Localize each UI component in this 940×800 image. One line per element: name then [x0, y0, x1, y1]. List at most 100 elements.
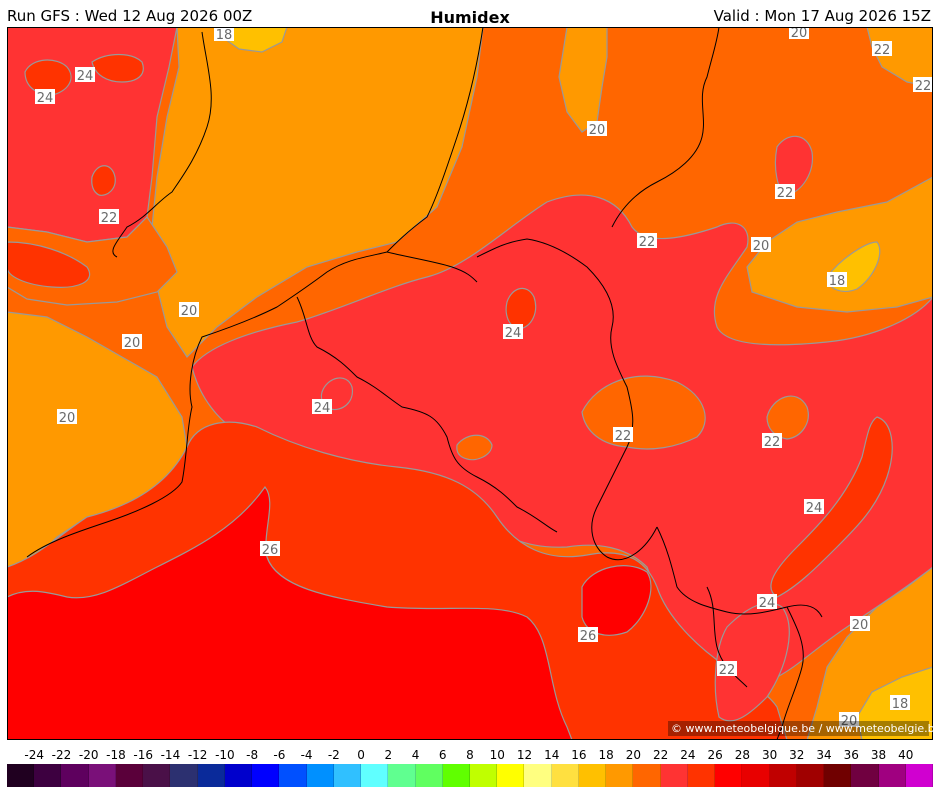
contour-label-text: 20 — [124, 336, 141, 351]
contour-label-text: 24 — [505, 326, 522, 341]
contour-label: 22 — [762, 433, 782, 450]
scale-tick-label: 18 — [598, 748, 614, 762]
contour-label: 22 — [637, 233, 657, 250]
color-swatch — [851, 764, 879, 787]
contour-label-text: 18 — [829, 274, 846, 289]
scale-tick-label: -22 — [51, 748, 72, 762]
color-swatch — [905, 764, 933, 787]
color-swatch — [824, 764, 852, 787]
color-swatch — [687, 764, 716, 787]
color-swatch — [578, 764, 607, 787]
scale-tick-label: 36 — [843, 748, 859, 762]
contour-label: 20 — [57, 409, 77, 426]
scale-tick-label: 0 — [357, 748, 365, 762]
scale-tick-label: -10 — [215, 748, 235, 762]
contour-labels: 18 24 24 20 20 22 22 22 20 18 20 20 24 20 24 22 22 22 22 24… — [35, 27, 933, 729]
contour-label-text: 18 — [216, 28, 233, 43]
color-swatch — [660, 764, 688, 787]
contour-label-text: 18 — [892, 697, 909, 712]
color-swatch — [7, 764, 35, 787]
color-swatch — [606, 764, 634, 787]
color-swatch — [170, 764, 198, 787]
contour-label-text: 24 — [37, 91, 54, 106]
map-title: Humidex — [430, 8, 510, 27]
color-swatch — [34, 764, 62, 787]
scale-tick-label: -6 — [273, 748, 286, 762]
field-26-west-bay — [7, 241, 91, 288]
scale-tick-label: 24 — [680, 748, 696, 762]
contour-label: 24 — [804, 499, 824, 516]
contour-label: 18 — [827, 272, 847, 289]
color-swatch — [742, 764, 770, 787]
contour-label: 20 — [751, 237, 771, 254]
contour-label: 20 — [839, 712, 859, 729]
color-swatch — [333, 764, 362, 787]
contour-label-text: 22 — [615, 429, 632, 444]
scale-tick-label: 28 — [734, 748, 750, 762]
contour-label-text: 20 — [59, 411, 76, 426]
contour-label: 24 — [503, 324, 523, 341]
contour-label-text: 22 — [639, 235, 656, 250]
color-scale-labels: -24 -22 -20 -18 -16 -14 -12 -10 -8 -6 -4 -2 0 2 4 6 8 10 1… — [0, 748, 940, 764]
scale-tick-label: -20 — [78, 748, 99, 762]
contour-label-text: 24 — [806, 501, 823, 516]
contour-label-text: 22 — [915, 79, 932, 94]
valid-time: Valid : Mon 17 Aug 2026 15Z — [713, 7, 931, 25]
color-swatch — [115, 764, 144, 787]
scale-tick-label: 32 — [789, 748, 805, 762]
scale-tick-label: -8 — [246, 748, 259, 762]
field-26-top-left — [24, 59, 72, 96]
scale-tick-label: -2 — [327, 748, 340, 762]
color-swatch — [524, 764, 552, 787]
contour-label-text: 22 — [764, 435, 781, 450]
contour-label-text: 26 — [580, 629, 597, 644]
color-swatch — [715, 764, 743, 787]
contour-label-text: 20 — [589, 123, 606, 138]
scale-tick-label: 6 — [438, 748, 447, 762]
humidex-map: 18 24 24 20 20 22 22 22 20 18 20 20 24 20 24 22 22 22 22 24… — [7, 27, 933, 740]
color-swatch — [224, 764, 253, 787]
scale-tick-label: 10 — [489, 748, 505, 762]
contour-label: 22 — [99, 209, 119, 226]
field-22-east-small — [766, 395, 809, 440]
color-swatch — [878, 764, 906, 787]
scale-tick-label: 34 — [816, 748, 832, 762]
color-swatch — [497, 764, 525, 787]
contour-label: 22 — [872, 41, 892, 58]
scale-tick-label: -16 — [133, 748, 153, 762]
contour-label-text: 22 — [874, 43, 891, 58]
scale-tick-label: 8 — [466, 748, 474, 762]
color-swatch — [469, 764, 498, 787]
field-26-top-left2 — [91, 53, 144, 83]
contour-label-text: 22 — [777, 186, 794, 201]
contour-label: 26 — [260, 541, 280, 558]
scale-tick-label: -14 — [160, 748, 181, 762]
contour-label-text: 22 — [719, 663, 736, 678]
copyright-notice: © www.meteobelgique.be / www.meteobelgie… — [668, 721, 940, 736]
scale-tick-label: 20 — [625, 748, 642, 762]
contour-label-text: 20 — [791, 27, 808, 41]
field-22-east — [581, 375, 706, 450]
color-swatch — [88, 764, 116, 787]
contour-label: 24 — [312, 399, 332, 416]
color-swatch — [252, 764, 280, 787]
contour-label: 26 — [578, 627, 598, 644]
contour-label-text: 24 — [314, 401, 331, 416]
color-swatch — [388, 764, 416, 787]
field-20-ne — [746, 176, 933, 313]
field-24-east-bubble — [774, 135, 814, 196]
scale-tick-label: 30 — [761, 748, 778, 762]
run-info: Run GFS : Wed 12 Aug 2026 00Z — [7, 7, 253, 25]
color-swatch — [279, 764, 307, 787]
contour-label-text: 26 — [262, 543, 279, 558]
scale-tick-label: -4 — [300, 748, 313, 762]
color-swatch — [551, 764, 579, 787]
scale-tick-label: 22 — [653, 748, 669, 762]
scale-tick-label: 2 — [384, 748, 393, 762]
color-swatch — [442, 764, 470, 787]
scale-tick-label: 16 — [571, 748, 587, 762]
contour-label: 22 — [717, 661, 737, 678]
contour-label: 18 — [214, 27, 234, 43]
contour-label-text: 22 — [101, 211, 118, 226]
color-swatch — [796, 764, 825, 787]
